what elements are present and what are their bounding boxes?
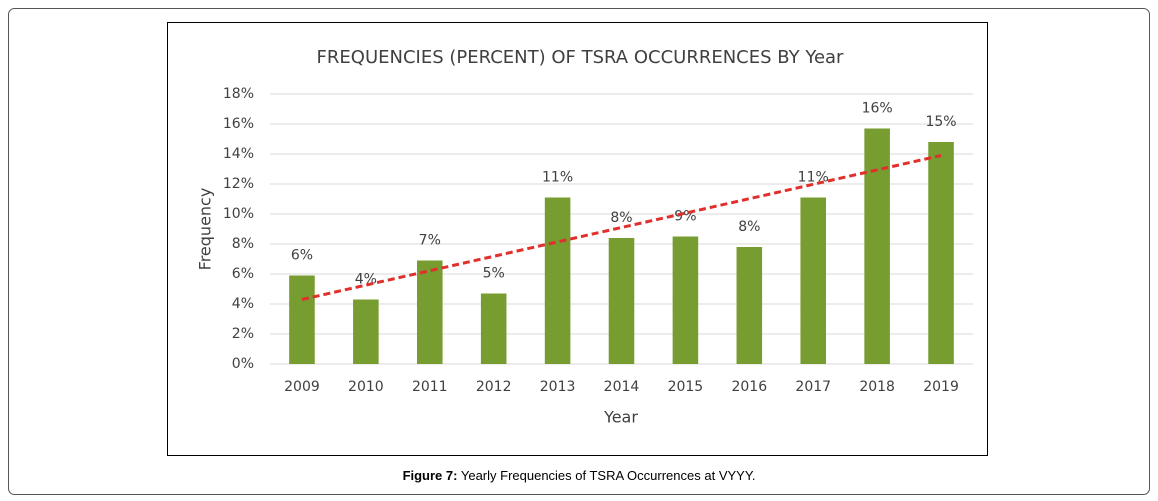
value-label: 6% [291, 248, 313, 264]
trendline [301, 154, 942, 301]
caption: Figure 7: Yearly Frequencies of TSRA Occ… [403, 468, 756, 483]
y-tick-label: 14% [223, 146, 254, 162]
x-tick-label: 2009 [284, 379, 320, 395]
x-tick-label: 2011 [412, 379, 448, 395]
bar [289, 275, 315, 364]
x-axis-title: Year [603, 408, 638, 427]
x-tick-label: 2017 [795, 379, 831, 395]
chart-title: FREQUENCIES (PERCENT) OF TSRA OCCURRENCE… [317, 47, 845, 68]
bar [480, 293, 507, 364]
chart-frame [167, 22, 988, 456]
x-tick-label: 2012 [476, 379, 512, 395]
y-tick-label: 0% [232, 356, 254, 372]
value-label: 7% [419, 233, 441, 249]
bar [736, 247, 763, 364]
value-label: 8% [738, 219, 760, 235]
value-label: 8% [610, 210, 632, 226]
y-tick-label: 8% [232, 236, 254, 252]
value-label: 15% [925, 114, 956, 130]
y-tick-label: 4% [232, 296, 254, 312]
x-tick-label: 2010 [348, 379, 384, 395]
bar [608, 238, 635, 364]
value-label: 16% [862, 101, 893, 117]
x-tick-label: 2019 [923, 379, 959, 395]
bar [672, 236, 699, 364]
y-tick-label: 2% [232, 326, 254, 342]
bar [800, 197, 827, 364]
caption-label: Figure 7: [403, 468, 458, 483]
bar [416, 260, 443, 364]
value-label: 11% [542, 170, 573, 186]
y-tick-label: 6% [232, 266, 254, 282]
x-tick-label: 2015 [668, 379, 704, 395]
bar [864, 128, 890, 364]
y-tick-label: 10% [223, 206, 254, 222]
x-tick-label: 2016 [731, 379, 767, 395]
value-label: 4% [355, 272, 377, 288]
y-tick-label: 12% [223, 176, 254, 192]
x-tick-label: 2018 [859, 379, 895, 395]
y-axis-title: Frequency [196, 188, 215, 271]
caption-text: Yearly Frequencies of TSRA Occurrences a… [461, 468, 756, 483]
x-tick-label: 2014 [604, 379, 640, 395]
y-tick-label: 18% [223, 86, 254, 102]
bar [928, 142, 954, 364]
x-tick-label: 2013 [540, 379, 576, 395]
y-tick-label: 16% [223, 116, 254, 132]
bar [353, 299, 379, 364]
bar [544, 197, 571, 364]
value-label: 5% [483, 266, 505, 282]
